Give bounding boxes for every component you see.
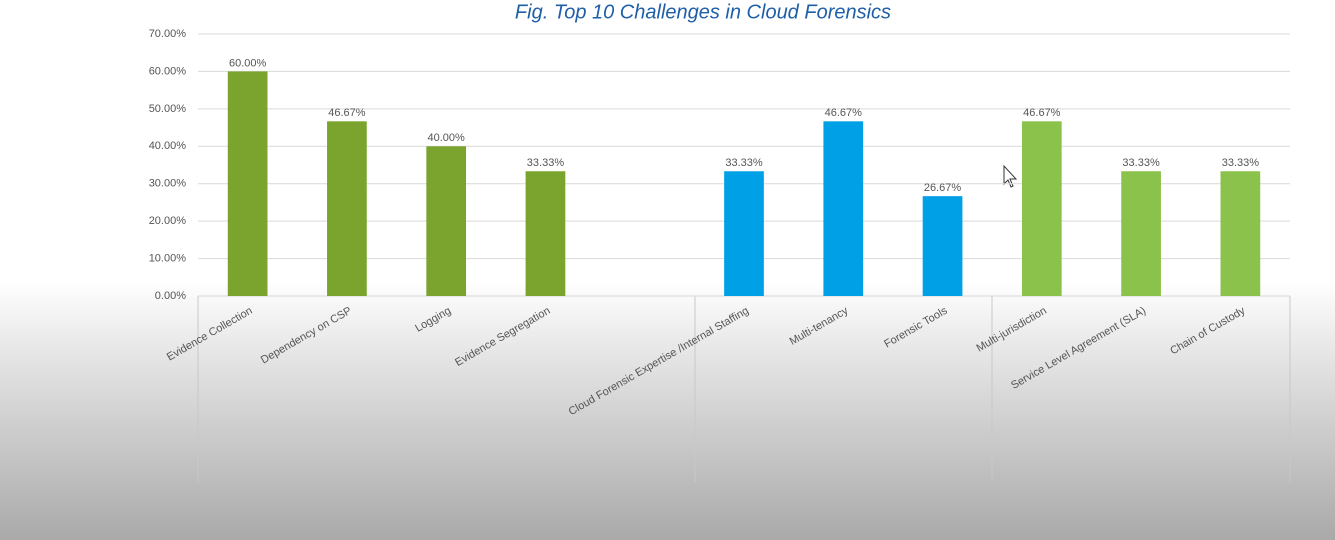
y-tick-label: 70.00% — [149, 28, 187, 40]
bar — [823, 121, 864, 296]
y-tick-label: 50.00% — [149, 103, 187, 115]
data-label: 46.67% — [1023, 107, 1061, 119]
bar — [724, 171, 764, 296]
data-label: 33.33% — [1222, 157, 1260, 169]
y-tick-label: 10.00% — [149, 252, 187, 264]
data-label: 33.33% — [527, 157, 565, 169]
bar — [327, 121, 367, 296]
data-label: 33.33% — [725, 157, 763, 169]
bar — [1220, 171, 1261, 296]
bar — [1021, 121, 1062, 296]
bar — [227, 71, 268, 296]
bar — [525, 171, 566, 296]
y-tick-label: 20.00% — [149, 215, 187, 227]
bar — [426, 146, 467, 296]
data-label: 40.00% — [428, 132, 466, 144]
chart-title: Fig. Top 10 Challenges in Cloud Forensic… — [515, 1, 891, 23]
y-tick-label: 30.00% — [149, 178, 187, 190]
y-tick-label: 60.00% — [149, 65, 187, 77]
data-label: 33.33% — [1122, 157, 1160, 169]
bar — [1121, 171, 1161, 296]
data-label: 46.67% — [328, 107, 366, 119]
y-tick-label: 40.00% — [149, 140, 187, 152]
y-tick-label: 0.00% — [155, 290, 186, 302]
data-label: 46.67% — [825, 107, 863, 119]
data-label: 60.00% — [229, 57, 267, 69]
bar — [922, 196, 963, 296]
data-label: 26.67% — [924, 182, 962, 194]
